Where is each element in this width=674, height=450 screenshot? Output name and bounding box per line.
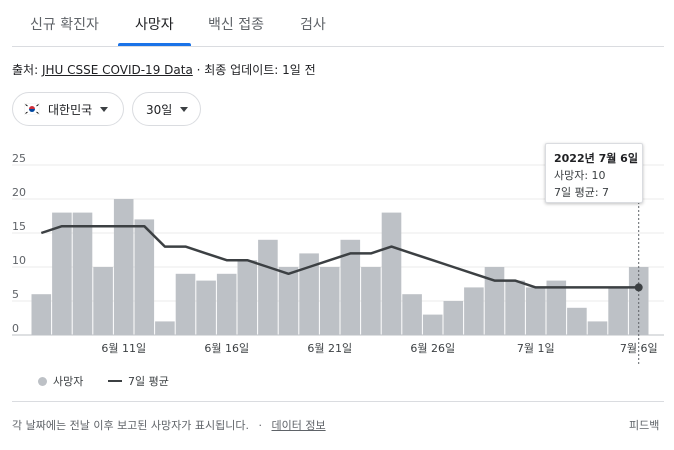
bar: [113, 199, 134, 335]
tab-deaths[interactable]: 사망자: [135, 17, 174, 33]
bar: [608, 287, 628, 335]
bar: [484, 267, 505, 335]
bar: [381, 212, 402, 335]
legend-bars: 사망자: [38, 373, 83, 389]
bar: [567, 307, 587, 335]
south-korea-flag-icon: [24, 103, 40, 115]
bar: [72, 212, 93, 335]
legend-line-label: 7일 평균: [128, 375, 169, 388]
bar: [196, 280, 216, 335]
bar: [340, 239, 361, 335]
legend-line-icon: [108, 380, 122, 382]
bar: [443, 301, 464, 335]
legend-dot-icon: [38, 376, 47, 386]
bar: [155, 321, 175, 335]
x-tick-label: 6월 21일: [307, 341, 352, 355]
bar: [237, 260, 258, 335]
bar: [546, 280, 567, 335]
bar: [258, 239, 278, 335]
data-source: 출처: JHU CSSE COVID-19 Data · 최종 업데이트: 1일…: [12, 61, 316, 78]
source-link[interactable]: JHU CSSE COVID-19 Data: [41, 63, 193, 77]
active-tab-indicator: [118, 43, 191, 46]
tooltip-average: 7일 평균: 7: [554, 186, 610, 199]
bar: [216, 273, 237, 335]
data-info-link[interactable]: 데이터 정보: [271, 419, 326, 432]
region-dropdown[interactable]: 대한민국: [12, 92, 124, 126]
region-label: 대한민국: [48, 102, 93, 117]
feedback-link[interactable]: 피드백: [629, 419, 660, 432]
bar: [525, 287, 546, 335]
y-tick-label: 5: [12, 288, 19, 301]
average-line: [40, 224, 639, 289]
x-tick-label: 7월 6일: [620, 341, 658, 355]
bar: [587, 321, 608, 335]
bar: [299, 253, 319, 335]
x-tick-label: 6월 11일: [101, 341, 146, 355]
bar: [52, 212, 72, 335]
bar: [628, 267, 649, 335]
bar: [464, 287, 484, 335]
tooltip-date: 2022년 7월 6일: [554, 152, 638, 165]
bar: [319, 267, 340, 335]
y-tick-label: 10: [12, 254, 26, 267]
period-label: 30일: [146, 102, 173, 117]
footer-separator: ·: [258, 419, 263, 432]
legend-bars-label: 사망자: [53, 375, 84, 388]
legend-line: 7일 평균: [108, 373, 169, 389]
x-tick-label: 6월 26일: [410, 341, 455, 355]
highlight-point: [634, 283, 643, 292]
y-tick-label: 25: [12, 152, 26, 165]
x-tick-label: 6월 16일: [204, 341, 249, 355]
bottom-divider: [12, 401, 664, 402]
bar: [93, 267, 113, 335]
chart-tooltip: 2022년 7월 6일 사망자: 10 7일 평균: 7: [545, 143, 643, 203]
footer-note: 각 날짜에는 전날 이후 보고된 사망자가 표시됩니다. · 데이터 정보: [12, 417, 326, 433]
bar: [361, 267, 381, 335]
chevron-down-icon: [180, 106, 189, 112]
bar: [402, 294, 422, 335]
bar: [505, 280, 525, 335]
tab-vaccinations[interactable]: 백신 접종: [208, 17, 264, 33]
tabs-divider: [12, 46, 664, 47]
source-prefix: 출처:: [12, 63, 42, 77]
y-tick-label: 0: [12, 322, 19, 335]
chevron-down-icon: [100, 106, 109, 112]
bar: [422, 314, 443, 335]
footer-note-text: 각 날짜에는 전날 이후 보고된 사망자가 표시됩니다.: [12, 419, 249, 432]
tab-testing[interactable]: 검사: [300, 17, 326, 33]
tab-new-cases[interactable]: 신규 확진자: [30, 17, 99, 33]
tooltip-deaths: 사망자: 10: [554, 169, 606, 182]
y-tick-label: 20: [12, 186, 26, 199]
last-updated: · 최종 업데이트: 1일 전: [192, 63, 316, 77]
bar: [134, 219, 155, 335]
bar: [31, 294, 52, 335]
x-tick-label: 7월 1일: [517, 341, 555, 355]
period-dropdown[interactable]: 30일: [132, 92, 201, 126]
tab-bar: 신규 확진자 사망자 백신 접종 검사: [0, 0, 674, 46]
bar: [278, 267, 299, 335]
y-tick-label: 15: [12, 220, 26, 233]
bar: [175, 273, 196, 335]
